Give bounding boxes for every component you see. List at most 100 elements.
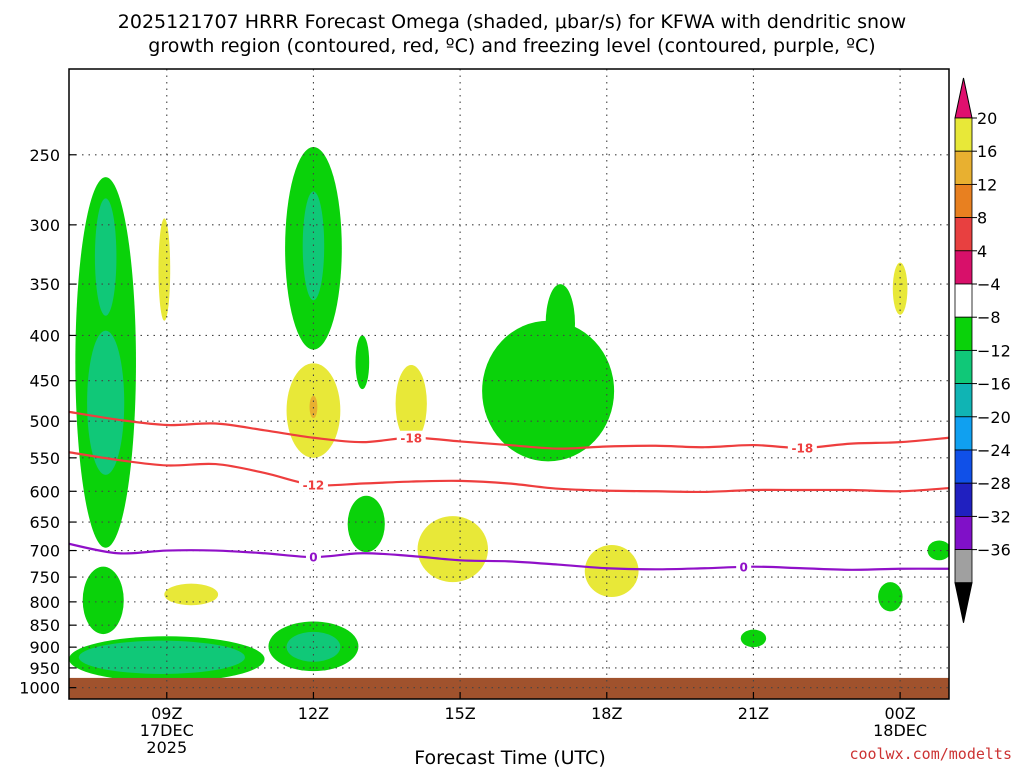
colorbar-segment-13 (954, 549, 973, 584)
y-tick-label-500: 500 (29, 412, 60, 431)
credit-text: coolwx.com/modelts (849, 745, 1012, 763)
omega-shaded-regions (69, 147, 949, 682)
y-tick-label-550: 550 (29, 449, 60, 468)
x-tick-label-9-1: 17DEC (140, 721, 194, 740)
pressure-axis: 250 300 350 400 450 500 550 600 650 700 750 800 850 9… (19, 146, 76, 698)
x-tick-label-9-0: 09Z (151, 704, 182, 723)
colorbar-segment-6 (954, 316, 973, 351)
omega-region-14 (78, 640, 245, 674)
omega-region-23 (164, 583, 219, 606)
temperature-contours: -18 -18 -12 0 0 (69, 410, 949, 574)
omega-region-2 (87, 330, 125, 475)
colorbar-segment-10 (954, 449, 973, 484)
colorbar-segment-7 (954, 349, 973, 384)
omega-region-17 (158, 218, 171, 321)
y-tick-label-700: 700 (29, 542, 60, 561)
omega-region-10 (740, 629, 767, 648)
omega-region-19 (309, 395, 318, 419)
colorbar-segment-5 (954, 283, 973, 318)
omega-region-9 (878, 582, 903, 612)
y-tick-label-750: 750 (29, 568, 60, 587)
dgz-minus18-label-0: -18 (400, 431, 422, 445)
dgz-minus12-label-bg-0 (298, 477, 328, 492)
colorbar-segment-3 (954, 217, 973, 252)
omega-colorbar: 20 16 12 8 4 −4 −8 −12 −16 −20 −24 −28 −32 −36 (954, 77, 1011, 623)
dgz-minus18-label-1: -18 (791, 441, 813, 455)
x-tick-label-15-0: 15Z (444, 704, 475, 723)
colorbar-segment-11 (954, 482, 973, 517)
colorbar-label-6: −8 (977, 308, 1001, 327)
colorbar-label-5: −4 (977, 275, 1001, 294)
freezing-level-0-label-bg-0 (305, 550, 321, 565)
x-tick-label-12-0: 12Z (298, 704, 329, 723)
omega-region-5 (355, 335, 370, 390)
omega-region-1 (94, 198, 117, 316)
omega-region-7 (545, 284, 575, 364)
colorbar-label-12: −32 (977, 507, 1011, 526)
y-tick-label-800: 800 (29, 593, 60, 612)
chart-title-line-1: 2025121707 HRRR Forecast Omega (shaded, … (118, 11, 906, 33)
chart-title-line-2: growth region (contoured, red, ºC) and f… (148, 35, 875, 57)
colorbar-label-3: 8 (977, 209, 987, 228)
colorbar-label-2: 12 (977, 175, 997, 194)
colorbar-label-11: −28 (977, 474, 1011, 493)
omega-region-6 (482, 320, 615, 462)
y-tick-label-250: 250 (29, 146, 60, 165)
ground-fill (69, 677, 949, 699)
y-tick-label-450: 450 (29, 372, 60, 391)
colorbar-segment-2 (954, 183, 973, 218)
y-tick-label-600: 600 (29, 482, 60, 501)
y-tick-label-950: 950 (29, 659, 60, 678)
x-axis-label: Forecast Time (UTC) (414, 747, 605, 768)
colorbar-label-0: 20 (977, 109, 997, 128)
x-tick-label-24-1: 18DEC (873, 721, 927, 740)
omega-region-20 (395, 365, 427, 443)
y-tick-label-650: 650 (29, 513, 60, 532)
x-tick-label-9-2: 2025 (146, 738, 187, 757)
colorbar-segment-12 (954, 516, 973, 551)
colorbar-label-7: −12 (977, 341, 1011, 360)
omega-region-21 (417, 516, 488, 583)
colorbar-label-1: 16 (977, 142, 997, 161)
dgz-minus12-line (69, 451, 949, 494)
x-tick-label-18-0: 18Z (591, 704, 622, 723)
plot-frame (68, 68, 950, 700)
omega-region-24 (892, 262, 908, 315)
grid-lines (69, 69, 949, 699)
colorbar-segment-0 (954, 117, 973, 152)
colorbar-label-4: 4 (977, 242, 987, 261)
colorbar-label-13: −36 (977, 541, 1011, 560)
colorbar-top-arrow (954, 77, 973, 119)
colorbar-segment-8 (954, 383, 973, 418)
y-tick-label-850: 850 (29, 616, 60, 635)
dgz-minus18-label-bg-1 (787, 440, 817, 455)
freezing-level-0-label-0: 0 (309, 551, 317, 565)
y-tick-label-1000: 1000 (19, 679, 60, 698)
omega-region-12 (82, 566, 124, 635)
omega-region-11 (927, 540, 949, 561)
omega-region-16 (286, 631, 341, 662)
omega-region-22 (584, 545, 639, 598)
colorbar-segment-4 (954, 250, 973, 285)
y-tick-label-350: 350 (29, 275, 60, 294)
colorbar-label-8: −16 (977, 375, 1011, 394)
ground-layer (69, 677, 949, 699)
y-tick-label-300: 300 (29, 216, 60, 235)
freezing-level-0-label-1: 0 (739, 560, 747, 574)
freezing-level-0-label-bg-1 (736, 559, 752, 574)
y-tick-label-900: 900 (29, 638, 60, 657)
omega-region-8 (347, 495, 385, 553)
y-tick-label-400: 400 (29, 326, 60, 345)
x-tick-label-21-0: 21Z (738, 704, 769, 723)
dgz-minus12-label-0: -12 (303, 478, 325, 492)
colorbar-segment-9 (954, 416, 973, 451)
x-tick-label-24-0: 00Z (884, 704, 915, 723)
colorbar-segment-1 (954, 150, 973, 185)
freezing-level-0-line (69, 542, 949, 571)
colorbar-label-9: −20 (977, 408, 1011, 427)
dgz-minus18-label-bg-0 (396, 430, 426, 445)
colorbar-bottom-arrow (954, 582, 973, 623)
colorbar-label-10: −24 (977, 441, 1011, 460)
